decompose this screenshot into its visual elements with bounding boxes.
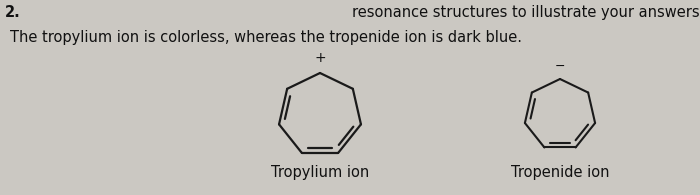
Text: Tropylium ion: Tropylium ion: [271, 165, 369, 180]
Text: 2.: 2.: [5, 5, 21, 20]
Text: resonance structures to illustrate your answers: resonance structures to illustrate your …: [352, 5, 700, 20]
Text: The tropylium ion is colorless, whereas the tropenide ion is dark blue.: The tropylium ion is colorless, whereas …: [10, 30, 522, 45]
Text: −: −: [554, 60, 566, 73]
Text: +: +: [314, 51, 326, 65]
Text: Tropenide ion: Tropenide ion: [511, 165, 609, 180]
